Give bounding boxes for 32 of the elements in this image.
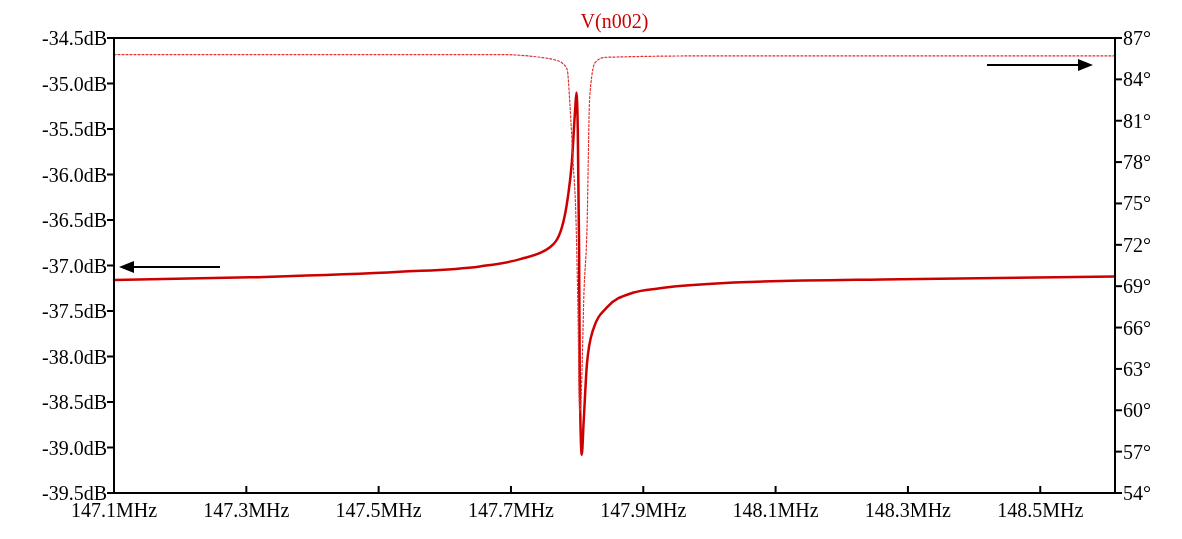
x-tick-label: 148.3MHz bbox=[864, 499, 952, 521]
x-tick-label: 148.5MHz bbox=[997, 499, 1084, 521]
chart-title: V(n002) bbox=[580, 10, 649, 33]
y2-tick-label: 63° bbox=[1123, 357, 1151, 380]
y2-tick-label: 75° bbox=[1123, 192, 1151, 215]
x-tick-label: 147.3MHz bbox=[203, 499, 290, 521]
y-tick-label: -38.5dB bbox=[42, 391, 107, 413]
y-tick-label: -36.0dB bbox=[42, 163, 107, 186]
y2-tick-label: 66° bbox=[1123, 316, 1151, 339]
y2-tick-label: 69° bbox=[1123, 275, 1151, 298]
x-tick-label: 147.5MHz bbox=[335, 499, 422, 521]
y-tick-label: -36.5dB bbox=[42, 209, 107, 231]
y2-tick-label: 87° bbox=[1123, 27, 1151, 49]
y-tick-label: -38.0dB bbox=[42, 345, 107, 368]
line-series bbox=[112, 91, 1117, 457]
x-tick-label: 147.7MHz bbox=[467, 499, 555, 521]
y2-tick-label: 60° bbox=[1123, 399, 1151, 422]
y-tick-label: -37.5dB bbox=[42, 300, 107, 322]
y-tick-label: -39.0dB bbox=[42, 436, 107, 459]
y-tick-label: -37.0dB bbox=[42, 254, 107, 277]
y2-tick-label: 57° bbox=[1123, 440, 1151, 463]
y-tick-label: -35.5dB bbox=[42, 118, 107, 140]
y-tick-label: -35.0dB bbox=[42, 72, 107, 95]
y-tick-label: -34.5dB bbox=[42, 27, 107, 49]
y2-tick-label: 78° bbox=[1123, 151, 1151, 174]
line-series bbox=[113, 53, 1116, 414]
x-tick-label: 147.9MHz bbox=[600, 499, 687, 521]
x-tick-label: 148.1MHz bbox=[732, 499, 819, 521]
y2-tick-label: 84° bbox=[1123, 68, 1151, 91]
y2-tick-label: 54° bbox=[1123, 482, 1151, 504]
y2-tick-label: 72° bbox=[1123, 233, 1151, 256]
y2-tick-label: 81° bbox=[1123, 109, 1151, 132]
